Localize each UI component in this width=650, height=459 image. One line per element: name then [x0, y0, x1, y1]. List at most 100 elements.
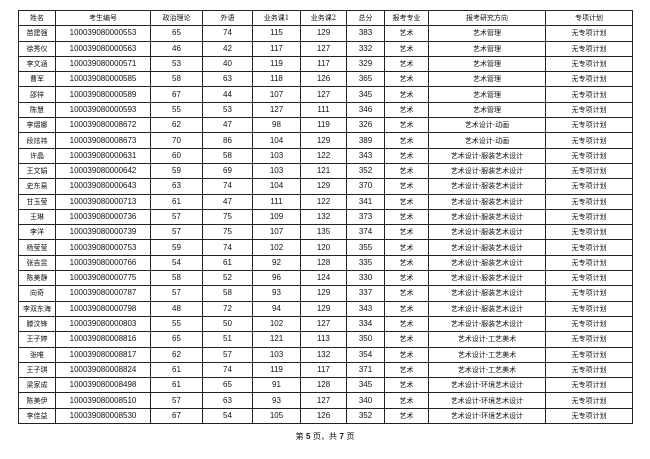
- cell-total-score: 354: [346, 346, 385, 363]
- cell-name: 段炫祎: [18, 132, 56, 149]
- cell-research-direction: 艺术设计-服装艺术设计: [428, 315, 546, 333]
- table-row: 史东易 100039080000643 63 74 104 129 370 艺术 艺术设计-服装…: [18, 178, 633, 195]
- table-row: 段炫祎 100039080008673 70 86 104 129 389 艺术 艺术设计-动画…: [18, 132, 633, 149]
- cell-name: 邵祥: [18, 86, 56, 103]
- header-research-direction: 报考研究方向: [428, 9, 546, 27]
- cell-research-direction: 艺术设计-服装艺术设计: [428, 193, 546, 210]
- cell-foreign-language: 58: [202, 147, 253, 164]
- cell-major: 艺术: [384, 407, 429, 425]
- cell-subject-2: 132: [300, 346, 347, 363]
- cell-foreign-language: 69: [202, 162, 253, 180]
- table-row: 王子婷 100039080008816 65 51 121 113 350 艺术 艺术设计-工艺…: [18, 331, 633, 348]
- cell-special-plan: 无专项计划: [545, 346, 633, 363]
- cell-subject-2: 129: [300, 25, 347, 42]
- cell-subject-1: 103: [252, 346, 301, 363]
- cell-foreign-language: 44: [202, 86, 253, 103]
- cell-candidate-id: 100039080000803: [55, 315, 151, 333]
- cell-foreign-language: 75: [202, 224, 253, 241]
- footer-middle: 页，共: [310, 432, 340, 441]
- cell-major: 艺术: [384, 254, 429, 272]
- cell-subject-1: 96: [252, 270, 301, 287]
- cell-subject-2: 126: [300, 71, 347, 88]
- cell-foreign-language: 74: [202, 25, 253, 42]
- cell-major: 艺术: [384, 239, 429, 256]
- cell-subject-2: 127: [300, 86, 347, 103]
- cell-name: 苗建强: [18, 25, 56, 42]
- cell-candidate-id: 100039080000766: [55, 254, 151, 272]
- cell-subject-2: 117: [300, 361, 347, 379]
- cell-research-direction: 艺术管理: [428, 40, 546, 57]
- cell-candidate-id: 100039080000642: [55, 162, 151, 180]
- cell-name: 王子婷: [18, 331, 56, 348]
- cell-candidate-id: 100039080000631: [55, 147, 151, 164]
- cell-subject-2: 127: [300, 392, 347, 409]
- cell-subject-2: 129: [300, 178, 347, 195]
- cell-name: 陈美伊: [18, 392, 56, 409]
- cell-politics: 55: [150, 101, 203, 119]
- cell-foreign-language: 52: [202, 270, 253, 287]
- cell-politics: 62: [150, 117, 203, 134]
- cell-name: 杨莹莹: [18, 239, 56, 256]
- cell-candidate-id: 100039080008498: [55, 377, 151, 394]
- table-row: 陈美静 100039080000775 58 52 96 124 330 艺术 艺术设计-服装艺…: [18, 270, 633, 287]
- cell-candidate-id: 100039080000589: [55, 86, 151, 103]
- cell-major: 艺术: [384, 392, 429, 409]
- cell-foreign-language: 86: [202, 132, 253, 149]
- header-total-score: 总分: [346, 9, 385, 27]
- cell-total-score: 355: [346, 239, 385, 256]
- cell-subject-2: 126: [300, 407, 347, 425]
- cell-research-direction: 艺术设计-服装艺术设计: [428, 270, 546, 287]
- footer-suffix: 页: [344, 432, 355, 441]
- cell-foreign-language: 57: [202, 346, 253, 363]
- cell-special-plan: 无专项计划: [545, 270, 633, 287]
- cell-foreign-language: 74: [202, 178, 253, 195]
- cell-research-direction: 艺术管理: [428, 101, 546, 119]
- cell-candidate-id: 100039080000713: [55, 193, 151, 210]
- cell-major: 艺术: [384, 86, 429, 103]
- cell-special-plan: 无专项计划: [545, 392, 633, 409]
- cell-name: 张唯: [18, 346, 56, 363]
- cell-subject-2: 127: [300, 315, 347, 333]
- cell-total-score: 330: [346, 270, 385, 287]
- cell-subject-2: 135: [300, 224, 347, 241]
- cell-total-score: 389: [346, 132, 385, 149]
- cell-name: 徐秀仪: [18, 40, 56, 57]
- table-row: 向奇 100039080000787 57 58 93 129 337 艺术 艺术设计-服装艺术…: [18, 285, 633, 302]
- cell-name: 李文涵: [18, 55, 56, 73]
- cell-politics: 55: [150, 315, 203, 333]
- cell-candidate-id: 100039080008816: [55, 331, 151, 348]
- cell-special-plan: 无专项计划: [545, 178, 633, 195]
- table-row: 邵祥 100039080000589 67 44 107 127 345 艺术 艺术管理 无专项计…: [18, 86, 633, 103]
- cell-politics: 46: [150, 40, 203, 57]
- cell-politics: 67: [150, 407, 203, 425]
- cell-name: 李佳益: [18, 407, 56, 425]
- cell-total-score: 373: [346, 208, 385, 226]
- cell-special-plan: 无专项计划: [545, 86, 633, 103]
- page-footer: 第 5 页，共 7 页: [0, 431, 650, 442]
- header-subject-2: 业务课2: [300, 9, 347, 27]
- cell-research-direction: 艺术管理: [428, 55, 546, 73]
- cell-politics: 59: [150, 162, 203, 180]
- cell-subject-2: 117: [300, 55, 347, 73]
- cell-total-score: 374: [346, 224, 385, 241]
- cell-major: 艺术: [384, 300, 429, 317]
- cell-major: 艺术: [384, 224, 429, 241]
- cell-subject-1: 93: [252, 392, 301, 409]
- cell-politics: 57: [150, 208, 203, 226]
- table-row: 梁家成 100039080008498 61 65 91 128 345 艺术 艺术设计-环境艺…: [18, 377, 633, 394]
- cell-candidate-id: 100039080000798: [55, 300, 151, 317]
- cell-candidate-id: 100039080000593: [55, 101, 151, 119]
- cell-name: 滕汶锋: [18, 315, 56, 333]
- cell-major: 艺术: [384, 71, 429, 88]
- cell-name: 王琳: [18, 208, 56, 226]
- cell-name: 曹军: [18, 71, 56, 88]
- table-row: 陈美伊 100039080008510 57 63 93 127 340 艺术 艺术设计-环境艺…: [18, 392, 633, 409]
- table-row: 滕汶锋 100039080000803 55 50 102 127 334 艺术 艺术设计-服装…: [18, 315, 633, 333]
- cell-subject-1: 91: [252, 377, 301, 394]
- cell-major: 艺术: [384, 270, 429, 287]
- cell-candidate-id: 100039080000585: [55, 71, 151, 88]
- cell-subject-1: 121: [252, 331, 301, 348]
- cell-total-score: 329: [346, 55, 385, 73]
- cell-research-direction: 艺术设计-环境艺术设计: [428, 407, 546, 425]
- cell-foreign-language: 65: [202, 377, 253, 394]
